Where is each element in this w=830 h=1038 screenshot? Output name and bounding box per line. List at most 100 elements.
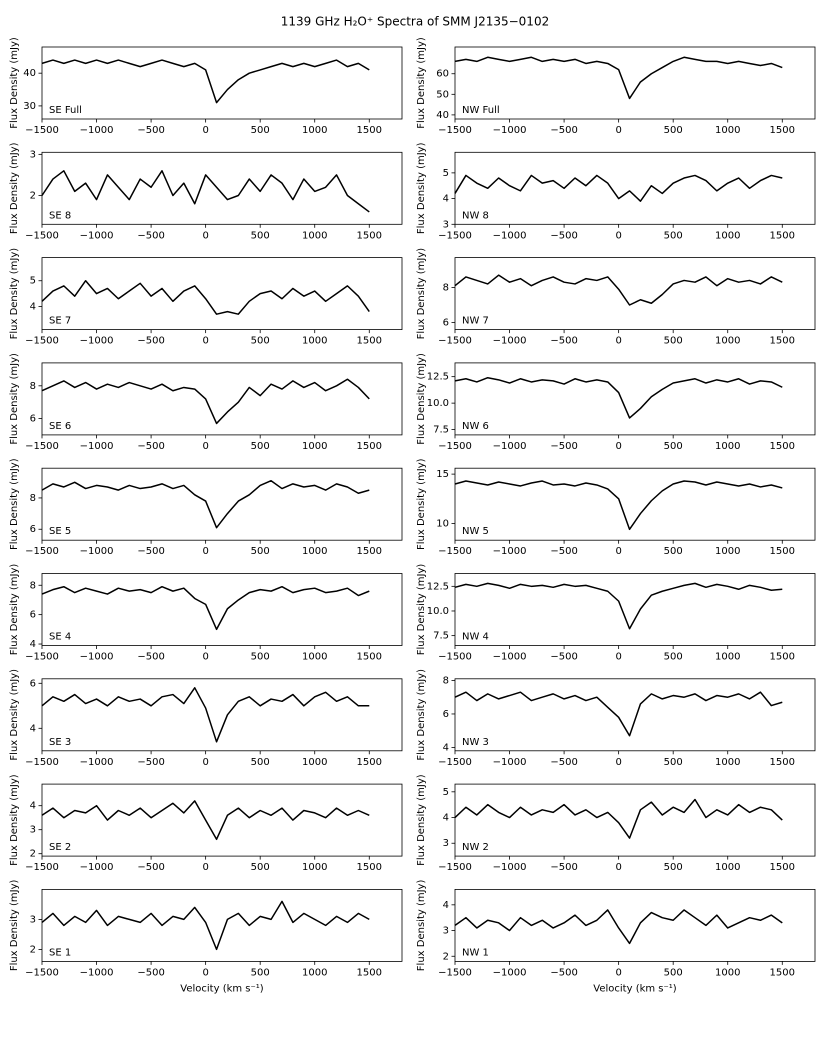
x-tick-label: −1000: [80, 757, 114, 768]
x-tick-label: −1500: [25, 757, 59, 768]
y-tick-label: 40: [23, 68, 36, 79]
x-tick-label: −500: [550, 862, 577, 873]
x-tick-label: 0: [202, 336, 208, 347]
x-tick-label: 1500: [770, 336, 795, 347]
x-tick-label: 1500: [357, 230, 382, 241]
y-tick-label: 6: [30, 414, 36, 425]
axes-frame: [454, 257, 816, 331]
y-tick-label: 3: [30, 825, 36, 836]
x-tick-label: −1000: [80, 125, 114, 136]
panel-label: NW 6: [462, 421, 489, 432]
axes-frame: [41, 467, 403, 541]
x-tick-label: 1000: [715, 230, 740, 241]
x-tick-label: −1500: [25, 441, 59, 452]
y-tick-label: 10: [436, 518, 449, 529]
x-tick-label: 500: [664, 862, 683, 873]
x-tick-label: −500: [137, 757, 164, 768]
x-tick-label: −1500: [25, 230, 59, 241]
x-tick-label: −1500: [438, 125, 472, 136]
y-axis-label: Flux Density (mJy): [9, 669, 20, 761]
x-tick-label: −1500: [438, 441, 472, 452]
axes-frame: [454, 46, 816, 120]
x-tick-label: −1500: [25, 967, 59, 978]
x-tick-label: 0: [202, 125, 208, 136]
x-tick-label: 0: [202, 441, 208, 452]
y-axis-label: Flux Density (mJy): [9, 880, 20, 972]
spectrum-line: [454, 56, 783, 100]
y-tick-label: 2: [30, 944, 36, 955]
y-tick-label: 5: [443, 168, 449, 179]
x-tick-label: −1000: [80, 862, 114, 873]
x-tick-label: −500: [550, 125, 577, 136]
y-tick-label: 2: [443, 951, 449, 962]
x-tick-label: −1500: [25, 546, 59, 557]
y-axis-label: Flux Density (mJy): [416, 458, 427, 550]
axes-frame: [454, 783, 816, 857]
y-tick-label: 3: [30, 914, 36, 925]
y-tick-label: 2: [30, 191, 36, 202]
x-tick-label: 1000: [715, 967, 740, 978]
axes-frame: [454, 678, 816, 752]
x-tick-label: −1000: [493, 757, 527, 768]
y-tick-label: 30: [23, 101, 36, 112]
x-tick-label: 1000: [302, 546, 327, 557]
x-tick-label: 1500: [357, 125, 382, 136]
y-axis-label: Flux Density (mJy): [416, 37, 427, 129]
panel-label: SE 1: [49, 947, 71, 958]
x-tick-label: 1000: [302, 757, 327, 768]
spectrum-line: [454, 376, 783, 419]
axes-frame: [454, 889, 816, 962]
x-tick-label: −500: [550, 757, 577, 768]
y-tick-label: 4: [443, 742, 449, 753]
axes-frame: [41, 678, 403, 752]
x-tick-label: −1500: [438, 862, 472, 873]
x-tick-label: 500: [664, 546, 683, 557]
x-tick-label: −1000: [80, 441, 114, 452]
x-tick-label: 1000: [715, 757, 740, 768]
x-tick-label: 0: [202, 757, 208, 768]
x-tick-label: 1000: [715, 125, 740, 136]
x-tick-label: 500: [664, 230, 683, 241]
y-tick-label: 3: [443, 219, 449, 230]
x-tick-label: 1500: [770, 125, 795, 136]
y-axis-label: Flux Density (mJy): [9, 564, 20, 656]
x-tick-label: −500: [137, 967, 164, 978]
y-tick-label: 10.0: [427, 398, 449, 409]
y-tick-label: 8: [30, 381, 36, 392]
y-tick-label: 8: [443, 675, 449, 686]
spectrum-line: [41, 687, 370, 743]
x-tick-label: 500: [251, 230, 270, 241]
spectrum-line: [41, 378, 370, 425]
x-tick-label: 0: [615, 967, 621, 978]
panel-label: SE 3: [49, 737, 71, 748]
panel-label: SE 6: [49, 421, 71, 432]
x-tick-label: −1500: [438, 546, 472, 557]
axes-frame: [454, 573, 816, 646]
x-tick-label: 1500: [357, 862, 382, 873]
x-tick-label: 1000: [715, 652, 740, 663]
x-tick-label: 1500: [357, 546, 382, 557]
x-tick-label: 1500: [770, 862, 795, 873]
x-tick-label: 1500: [357, 967, 382, 978]
x-tick-label: −500: [550, 652, 577, 663]
y-axis-label: Flux Density (mJy): [416, 564, 427, 656]
x-tick-label: −500: [137, 862, 164, 873]
panel-label: SE 2: [49, 842, 71, 853]
x-tick-label: −1500: [438, 967, 472, 978]
y-axis-label: Flux Density (mJy): [9, 142, 20, 234]
y-axis-label: Flux Density (mJy): [416, 774, 427, 866]
y-axis-label: Flux Density (mJy): [9, 37, 20, 129]
x-tick-label: −500: [550, 230, 577, 241]
x-tick-label: 0: [202, 862, 208, 873]
spectrum-line: [41, 279, 370, 315]
y-tick-label: 4: [30, 801, 36, 812]
x-tick-label: 0: [615, 546, 621, 557]
x-tick-label: −1500: [438, 757, 472, 768]
x-tick-label: 1500: [770, 757, 795, 768]
x-tick-label: −1000: [493, 125, 527, 136]
spectrum-line: [41, 800, 370, 841]
panel-label: SE 8: [49, 210, 71, 221]
y-tick-label: 3: [443, 838, 449, 849]
y-tick-label: 6: [443, 709, 449, 720]
x-tick-label: 500: [251, 125, 270, 136]
